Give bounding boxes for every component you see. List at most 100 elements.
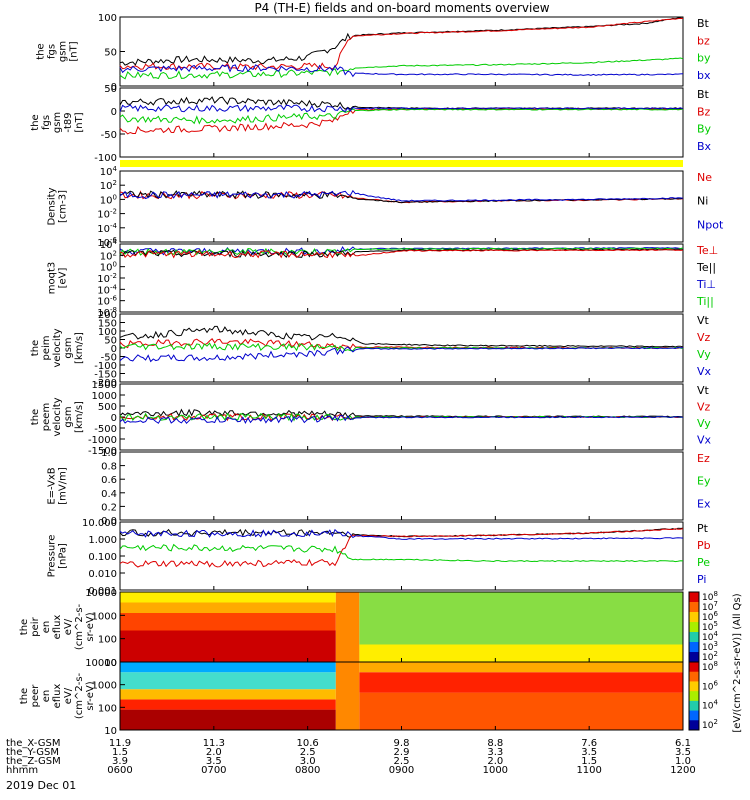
panel-frame: [119, 451, 684, 521]
y-axis-label-line: [km/s]: [74, 332, 85, 364]
y-axis-label-line: peir: [30, 616, 41, 636]
series-line-bx: [119, 64, 684, 78]
x-axis-value: 3.3: [487, 747, 503, 758]
y-tick-label: -200: [94, 378, 117, 389]
y-axis-label-line: fgs: [41, 115, 52, 130]
heatmap-band: [120, 672, 336, 690]
x-axis-value: 10.6: [297, 738, 319, 749]
x-axis-value: 2.0: [487, 756, 503, 767]
x-axis-value: 11.3: [203, 738, 225, 749]
y-tick-label: 0.010: [88, 569, 117, 580]
y-tick-label: -1000: [88, 435, 117, 446]
y-tick-label: 100: [98, 703, 117, 714]
legend-entry: Te||: [696, 261, 716, 274]
x-axis-value: 2.5: [300, 747, 316, 758]
heatmap-transition: [335, 662, 360, 730]
y-tick-exponent: 4: [113, 165, 118, 173]
colorbar-segment: [689, 622, 699, 633]
x-axis-value: 1000: [483, 765, 508, 776]
colorbar-tick-label: 104: [702, 699, 718, 712]
y-tick-label: 1000: [92, 611, 117, 622]
legend-entry: bx: [697, 69, 711, 82]
colorbar-segment: [689, 642, 699, 653]
series-line-by: [119, 57, 684, 80]
y-tick-label: 104: [100, 165, 118, 178]
colorbar-frame: [688, 661, 700, 731]
y-axis-label-line: the: [30, 409, 41, 425]
colorbar-segment: [689, 602, 699, 613]
y-tick-exponent: 0: [113, 193, 117, 201]
y-axis-label: thepeemvelocitygsm[km/s]: [30, 397, 85, 436]
panel-temperature: 10410210010-210-410-610-8moqt3[eV]Te⊥Te|…: [47, 238, 719, 319]
y-tick-label: 0.0: [101, 516, 117, 527]
legend-entry: Ex: [697, 497, 711, 510]
x-axis-value: 11.9: [109, 738, 131, 749]
y-axis-label-line: [cm-3]: [58, 190, 69, 223]
y-tick-label: 0: [111, 344, 117, 355]
legend-entry: by: [697, 52, 711, 65]
x-axis-value: 3.5: [675, 747, 691, 758]
heatmap-transition: [335, 592, 360, 662]
y-tick-label: 1.0: [101, 448, 117, 459]
y-tick-label: 102: [100, 179, 117, 192]
y-tick-label: 100: [98, 635, 117, 646]
y-axis-label-line: peem: [41, 403, 52, 431]
y-tick-label: 50: [104, 336, 117, 347]
y-tick-exponent: -2: [110, 272, 117, 280]
y-axis-label-line: gsm: [52, 112, 63, 133]
legend-entry: Npot: [697, 218, 724, 231]
y-axis-label-line: the: [19, 619, 30, 635]
y-tick-label: 500: [98, 402, 117, 413]
y-tick-label: -50: [101, 353, 117, 364]
legend-entry: Ti||: [696, 295, 714, 308]
y-axis-label-line: moqt3: [47, 262, 58, 295]
y-axis-label-line: [eV]: [58, 268, 69, 289]
y-axis-label-line: [km/s]: [74, 401, 85, 433]
y-tick-label: -1500: [88, 446, 117, 457]
y-tick-label: 0.2: [101, 502, 117, 513]
x-axis-row-label: hhmm: [6, 765, 38, 776]
y-tick-label: 10-4: [97, 222, 117, 235]
y-axis-label-line: the: [19, 688, 30, 704]
heatmap-band: [120, 602, 336, 613]
panel-peer_eflux: 10000 1000 100 10 thepeerenefluxeV/(cm^2-s-s…: [19, 658, 684, 737]
series-line-Vt: [119, 325, 684, 348]
y-tick-label: 0.8: [101, 462, 117, 473]
y-axis-label-line: eV/: [63, 618, 74, 635]
panel-frame: [119, 243, 684, 313]
y-axis-label: Density[cm-3]: [47, 187, 69, 225]
y-tick-label: 0: [111, 82, 117, 93]
y-axis-label-line: peim: [41, 335, 52, 360]
legend-entry: Ti⊥: [696, 278, 716, 291]
y-axis-label-line: eflux: [52, 684, 63, 709]
colorbar-tick-exponent: 7: [713, 600, 717, 608]
y-axis-label-line: gsm: [63, 337, 74, 358]
y-tick-label: -100: [94, 153, 117, 164]
y-tick-label: 50: [104, 48, 117, 59]
yellow-status-bar: [120, 160, 683, 167]
y-axis-label: moqt3[eV]: [47, 262, 69, 295]
x-axis-value: 3.5: [206, 756, 222, 767]
legend-entry: Pb: [697, 539, 711, 552]
x-axis-value: 3.5: [581, 747, 597, 758]
panel-peem_velocity: 150010005000-500-1000-1500thepeemvelocit…: [30, 380, 712, 457]
x-axis-value: 1200: [670, 765, 695, 776]
heatmap-band: [120, 709, 336, 730]
legend-entry: Te⊥: [696, 244, 718, 257]
y-axis-label-line: Density: [47, 187, 58, 225]
legend-entry: Ez: [697, 452, 710, 465]
legend-entry: bz: [697, 34, 710, 47]
y-tick-label: 0: [111, 107, 117, 118]
colorbar-segment: [689, 691, 699, 702]
y-tick-label: 100: [98, 327, 117, 338]
y-tick-label: -150: [94, 370, 117, 381]
y-axis-label-line: eV/: [63, 687, 74, 704]
legend-entry: Vy: [697, 348, 711, 361]
y-axis-label-line: [nT]: [74, 112, 85, 132]
heatmap-band: [120, 662, 336, 673]
x-axis-value: 0600: [107, 765, 132, 776]
x-axis-value: 1.5: [581, 756, 597, 767]
y-tick-label: 200: [98, 310, 117, 321]
x-axis-value: 0800: [295, 765, 320, 776]
